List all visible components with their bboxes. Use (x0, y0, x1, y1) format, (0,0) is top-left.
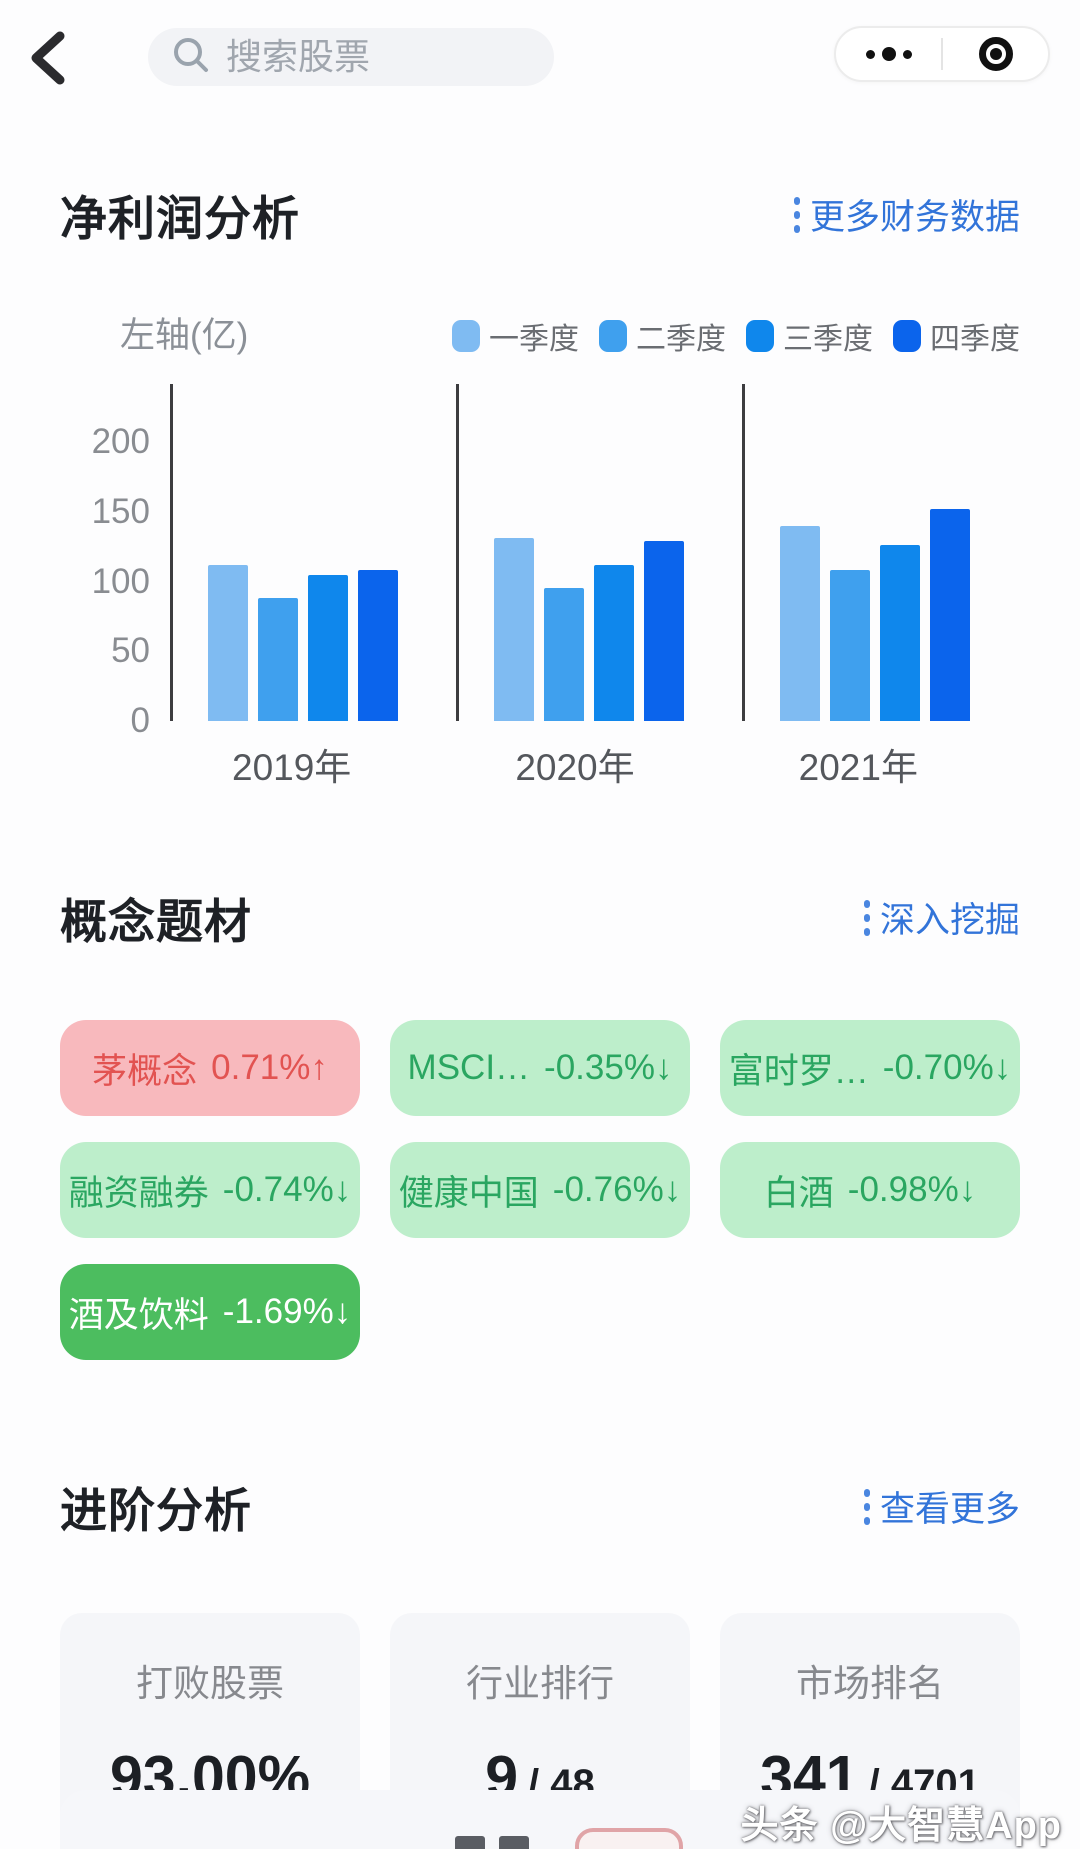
y-tick-label: 200 (91, 422, 150, 461)
tag-label: 茅概念 (92, 1051, 198, 1091)
y-tick-label: 0 (130, 701, 150, 740)
x-axis-labels: 2019年 2020年 2021年 (170, 737, 1020, 791)
net-profit-section: 净利润分析 更多财务数据 左轴(亿) 一季度 二季度 三季度 四季度 200 150 10… (0, 180, 1080, 791)
legend-item: 三季度 (746, 314, 873, 358)
capsule-divider (941, 38, 943, 70)
legend-swatch-icon (452, 320, 480, 352)
bar (644, 541, 684, 721)
net-profit-title: 净利润分析 (60, 192, 300, 245)
change-down-value: -0.70%↓ (882, 1048, 1012, 1087)
bar-groups (170, 384, 1028, 721)
stock-search-box[interactable] (148, 28, 554, 86)
concept-tag[interactable]: 融资融券 -0.74%↓ (60, 1142, 360, 1238)
concept-tag[interactable]: MSCI… -0.35%↓ (390, 1020, 690, 1116)
stat-card-label: 市场排名 (796, 1663, 944, 1704)
concept-tag[interactable]: 白酒 -0.98%↓ (720, 1142, 1020, 1238)
bar (358, 570, 398, 721)
bar-group (456, 384, 742, 721)
x-tick-label: 2019年 (232, 747, 352, 788)
concept-tag[interactable]: 酒及饮料 -1.69%↓ (60, 1264, 360, 1360)
next-section-card-clipped (60, 1790, 1020, 1849)
search-input[interactable] (226, 36, 530, 78)
bar (258, 598, 298, 721)
stat-card-label: 行业排行 (466, 1663, 614, 1704)
y-tick-label: 50 (111, 631, 150, 671)
tag-label: 酒及饮料 (68, 1295, 209, 1335)
advanced-title: 进阶分析 (60, 1484, 252, 1537)
tag-label: 健康中国 (398, 1173, 539, 1213)
concept-tags: 茅概念 0.71%↑ MSCI… -0.35%↓ 富时罗… -0.70%↓ 融资融券 -0.7… (60, 1020, 1020, 1360)
chart-legend: 一季度 二季度 三季度 四季度 (452, 314, 1020, 358)
y-axis-unit-label: 左轴(亿) (120, 316, 249, 355)
target-circle-icon (978, 37, 1013, 71)
y-tick-label: 100 (91, 561, 150, 601)
concept-tag[interactable]: 健康中国 -0.76%↓ (390, 1142, 690, 1238)
bar-group (170, 384, 456, 721)
minimize-button[interactable] (943, 28, 1048, 80)
search-icon (172, 36, 226, 79)
change-down-value: -0.76%↓ (552, 1170, 682, 1209)
change-down-value: -0.98%↓ (847, 1170, 977, 1209)
legend-swatch-icon (893, 320, 921, 352)
tag-label: 融资融券 (68, 1173, 209, 1213)
view-more-link[interactable]: 查看更多 (863, 1481, 1020, 1532)
top-bar (0, 0, 1080, 120)
tag-label: 富时罗… (728, 1051, 869, 1091)
bar-chart: 200 150 100 50 0 (60, 384, 1020, 740)
chevron-left-icon (22, 31, 74, 90)
bar (308, 574, 348, 721)
legend-swatch-icon (599, 320, 627, 352)
stat-card-label: 打败股票 (136, 1663, 284, 1704)
more-financial-data-link[interactable]: 更多财务数据 (793, 189, 1020, 240)
dig-deeper-link[interactable]: 深入挖掘 (863, 892, 1020, 943)
concept-tag[interactable]: 茅概念 0.71%↑ (60, 1020, 360, 1116)
legend-swatch-icon (746, 320, 774, 352)
bar (830, 570, 870, 721)
legend-label: 三季度 (783, 323, 873, 356)
tag-label: MSCI… (407, 1048, 531, 1087)
bar (494, 538, 534, 721)
bar-group (742, 384, 1028, 721)
y-axis: 200 150 100 50 0 (60, 384, 160, 740)
vertical-dots-icon (863, 1488, 870, 1525)
concept-title: 概念题材 (60, 895, 252, 948)
change-down-value: -0.74%↓ (222, 1170, 352, 1209)
bar (780, 525, 820, 721)
bar (930, 508, 970, 721)
x-tick-label: 2021年 (798, 747, 918, 788)
bar (208, 564, 248, 721)
change-down-value: -1.69%↓ (222, 1292, 352, 1331)
more-options-button[interactable] (836, 28, 941, 80)
legend-item: 二季度 (599, 314, 726, 358)
legend-label: 四季度 (930, 323, 1020, 356)
bar (544, 588, 584, 721)
concept-tag[interactable]: 富时罗… -0.70%↓ (720, 1020, 1020, 1116)
ellipsis-icon (865, 47, 912, 61)
clipped-text (455, 1836, 529, 1849)
vertical-dots-icon (793, 196, 800, 233)
x-tick-label: 2020年 (515, 747, 635, 788)
watermark: 头条 @大智慧App (740, 1805, 1062, 1847)
dig-deeper-label: 深入挖掘 (879, 901, 1020, 940)
change-down-value: -0.35%↓ (544, 1048, 673, 1087)
y-tick-label: 150 (91, 491, 150, 531)
vertical-dots-icon (863, 899, 870, 936)
view-more-label: 查看更多 (879, 1490, 1020, 1529)
legend-item: 四季度 (893, 314, 1020, 358)
miniprogram-capsule (834, 26, 1050, 82)
tag-label: 白酒 (763, 1173, 834, 1213)
legend-item: 一季度 (452, 314, 579, 358)
change-up-value: 0.71%↑ (211, 1048, 328, 1087)
legend-label: 二季度 (636, 323, 726, 356)
legend-label: 一季度 (489, 323, 579, 356)
bar (880, 545, 920, 721)
concept-section: 概念题材 深入挖掘 茅概念 0.71%↑ MSCI… -0.35%↓ 富时罗… -0.70… (0, 883, 1080, 1360)
back-button[interactable] (22, 30, 74, 86)
bar (594, 564, 634, 721)
more-financial-data-label: 更多财务数据 (809, 198, 1020, 237)
clipped-tag (575, 1828, 683, 1849)
